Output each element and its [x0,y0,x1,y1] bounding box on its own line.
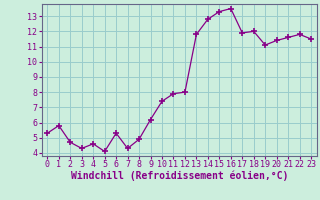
X-axis label: Windchill (Refroidissement éolien,°C): Windchill (Refroidissement éolien,°C) [70,171,288,181]
